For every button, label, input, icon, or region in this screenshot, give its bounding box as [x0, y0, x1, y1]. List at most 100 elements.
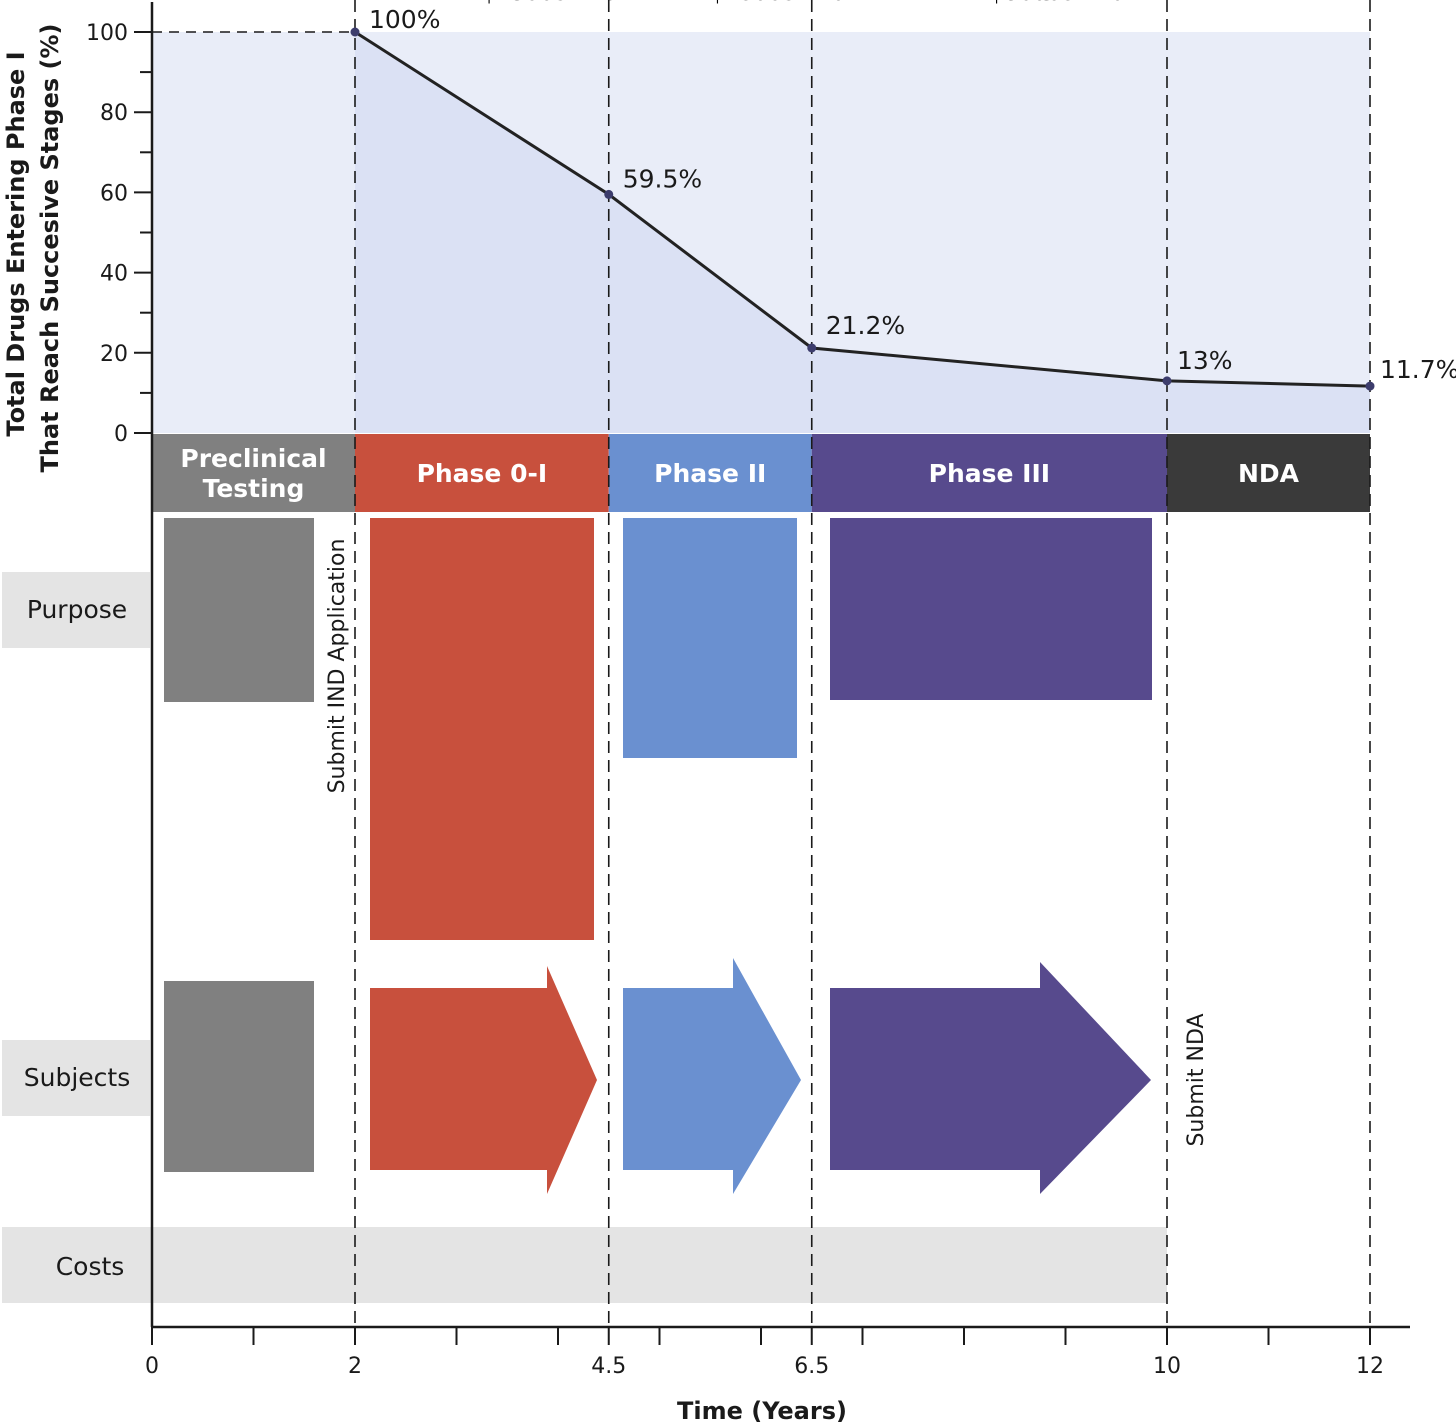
x-tick-label: 0 [145, 1354, 159, 1379]
svg-text:Phase 3:: Phase 3: [846, 0, 940, 6]
middle: in 2003 [710, 0, 797, 6]
svg-text:MTD*, examine: MTD*, examine [383, 0, 552, 6]
svg-text:range and: range and [636, 0, 748, 6]
svg-text:healthy subjects: healthy subjects [383, 0, 564, 6]
y-tick-label: 40 [100, 262, 128, 287]
x-tick-label: 4.5 [591, 1354, 626, 1379]
svg-text:engages target,: engages target, [383, 0, 558, 6]
svg-text:condition: condition [637, 0, 739, 6]
phase-bar-phase1 [355, 434, 609, 512]
svg-text:activity,: activity, [177, 0, 265, 6]
row-label-subjects: Subjects [24, 1063, 130, 1092]
svg-text:Assess: Assess [177, 0, 251, 6]
svg-text:Phase 2:: Phase 2: [637, 0, 731, 6]
data-label: 11.7% [1380, 355, 1456, 384]
submit-ind-label: Submit IND Application [325, 539, 350, 794]
subjects-arrow-phase2 [623, 958, 801, 1194]
subjects-arrow-phase3 [830, 962, 1151, 1194]
row-label-costs: Costs [56, 1252, 125, 1281]
phase-label-phase1: Phase 0-I [417, 459, 548, 488]
svg-text:efficacy,: efficacy, [636, 0, 729, 6]
svg-text:trials to determine: trials to determine [383, 0, 587, 6]
svg-text:animal: animal [177, 0, 252, 6]
x-tick-label: 12 [1356, 1354, 1384, 1379]
y-tick-label: 20 [100, 342, 128, 367]
y-tick-label: 60 [100, 181, 128, 206]
phase-bar-phase3 [811, 434, 1167, 512]
y-axis-title: That Reach Succesive Stages (%) [36, 23, 64, 472]
data-point [1365, 381, 1375, 391]
svg-text:studies: studies [177, 0, 256, 6]
svg-text:subjects with: subjects with [846, 0, 991, 6]
x-tick-label: 10 [1153, 1354, 1181, 1379]
svg-text:and pharmaco-: and pharmaco- [383, 0, 550, 6]
costs-band [2, 1227, 1167, 1303]
purpose-label-box [2, 572, 150, 648]
svg-text:In vitro: In vitro [177, 0, 255, 6]
data-label: 100% [369, 5, 440, 34]
svg-text:Phase 0: 10-15: Phase 0: 10-15 [383, 0, 548, 6]
svg-text:competing drug: competing drug [383, 0, 558, 6]
y-axis-title: Total Drugs Entering Phase I [2, 51, 30, 436]
svg-text:preliminary: preliminary [177, 0, 302, 6]
svg-text:the target: the target [846, 0, 956, 6]
submit-nda-label: Submit NDA [1184, 1013, 1209, 1146]
purpose-box-phase2 [623, 518, 797, 758]
data-label: 59.5% [623, 164, 702, 193]
svg-text:analogs,: analogs, [383, 0, 476, 6]
svg-text:choose between: choose between [383, 0, 563, 6]
phase-bar-phase2 [608, 434, 812, 512]
data-point [350, 27, 360, 37]
svg-text:Determine if drug: Determine if drug [383, 0, 578, 6]
data-point [807, 343, 817, 353]
phase-label-preclinical: Preclinical [180, 444, 326, 473]
y-tick-label: 100 [86, 21, 128, 46]
purpose-box-preclinical [164, 518, 314, 702]
data-point [604, 189, 614, 199]
svg-text:compare drug: compare drug [843, 0, 997, 6]
svg-text:therapeutic: therapeutic [636, 0, 763, 6]
middle: $86.5 million [989, 0, 1139, 6]
svg-text:reveal less: reveal less [636, 0, 754, 6]
subjects-arrow-phase1 [370, 966, 597, 1194]
svg-text:Phase 1:: Phase 1: [383, 0, 477, 6]
middle: $15.2 million [482, 0, 632, 6]
data-label: 13% [1177, 346, 1233, 375]
phase-label-preclinical: Testing [203, 474, 305, 503]
svg-text:side effects: side effects [636, 0, 762, 6]
svg-text:subjects with: subjects with [637, 0, 782, 6]
x-tick-label: 2 [348, 1354, 362, 1379]
svg-text:of safety and efficacy,: of safety and efficacy, [843, 0, 1087, 6]
middle: in 2003 [482, 0, 569, 6]
svg-text:in vivo: in vivo [177, 0, 250, 6]
svg-text:condition: condition [846, 0, 948, 6]
svg-text:healthy subjects: healthy subjects [383, 0, 564, 6]
data-label: 21.2% [826, 311, 905, 340]
purpose-box-phase1 [370, 518, 594, 940]
svg-text:pharmacokinetics,: pharmacokinetics, [383, 0, 585, 6]
row-label-purpose: Purpose [27, 595, 127, 624]
svg-text:studies,: studies, [177, 0, 263, 6]
x-tick-label: 6.5 [794, 1354, 829, 1379]
subjects-label-box [2, 1040, 150, 1116]
purpose-box-phase3 [830, 518, 1152, 700]
y-tick-label: 0 [114, 422, 128, 447]
svg-text:the target: the target [637, 0, 747, 6]
middle: $23.4 million [710, 0, 860, 6]
subjects-box-preclinical [164, 981, 314, 1172]
svg-text:biological: biological [177, 0, 282, 6]
svg-text:dynamics: dynamics [383, 0, 489, 6]
phase-label-phase2: Phase II [654, 459, 766, 488]
svg-text:Final confirmation: Final confirmation [843, 0, 1040, 6]
phase-bar-preclinical [152, 434, 355, 512]
middle: in 2003 [989, 0, 1076, 6]
data-point [1162, 376, 1172, 386]
y-tick-label: 80 [100, 101, 128, 126]
svg-text:1000-3000: 1000-3000 [846, 0, 966, 6]
phase-label-nda: NDA [1238, 459, 1300, 488]
svg-text:safety: safety [177, 0, 245, 6]
x-axis-title: Time (Years) [677, 1397, 847, 1425]
svg-text:Ascending dose: Ascending dose [383, 0, 557, 6]
svg-text:common: common [636, 0, 732, 6]
svg-text:Determine: Determine [636, 0, 752, 6]
